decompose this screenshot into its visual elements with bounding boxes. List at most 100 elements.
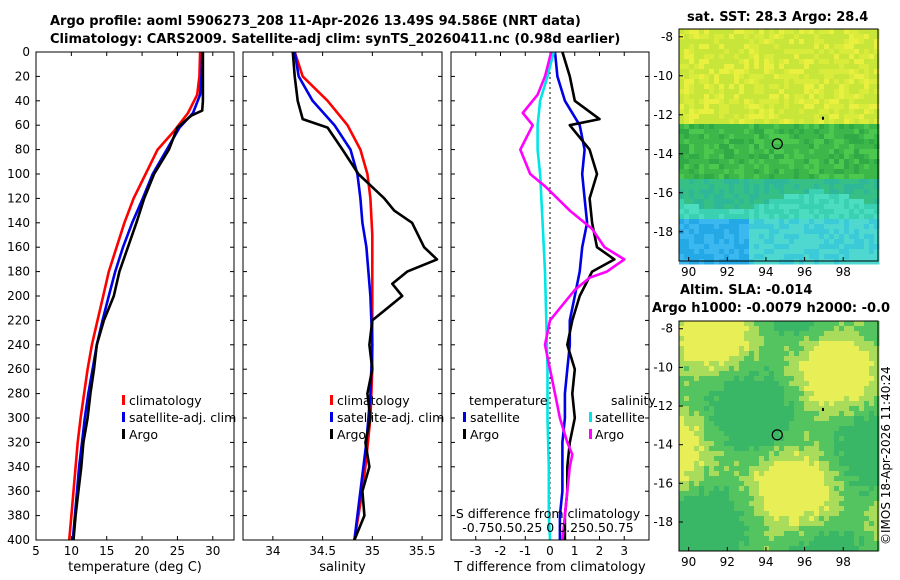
sst-map-cell [789,239,795,245]
sla-map-cell [824,386,830,392]
sst-map-cell [714,94,720,100]
sst-map-cell [734,199,740,205]
sla-map-cell [804,441,810,447]
sst-map-cell [729,219,735,225]
sla-map-cell [789,326,795,332]
sla-map-cell [809,436,815,442]
sla-map-cell [744,526,750,532]
sst-map-cell [849,109,855,115]
sst-map-cell [844,259,850,265]
sst-map-cell [769,84,775,90]
sst-map-cell [764,214,770,220]
sst-map-cell [839,74,845,80]
sla-map-cell [824,426,830,432]
sla-map-cell [804,416,810,422]
sst-map-cell [774,39,780,45]
sla-map-cell [719,396,725,402]
sst-map-cell [849,149,855,155]
sla-map-cell [789,501,795,507]
sla-map-cell [779,456,785,462]
sst-map-cell [814,234,820,240]
sst-map-cell [689,84,695,90]
sla-map-cell [779,491,785,497]
sla-map-cell [849,496,855,502]
sla-map-cell [689,521,695,527]
sla-map-cell [864,336,870,342]
sla-map-cell [744,426,750,432]
sla-map-cell [684,356,690,362]
sst-map-cell [684,144,690,150]
sla-map-cell [764,341,770,347]
sst-map-cell [804,39,810,45]
sla-map-cell [844,501,850,507]
sst-map-cell [754,59,760,65]
sst-map-cell [714,249,720,255]
sla-map-cell [754,536,760,542]
sla-map-cell [859,366,865,372]
sla-map-cell [814,411,820,417]
sst-map-cell [849,59,855,65]
sst-map-cell [729,94,735,100]
sst-map-cell [694,124,700,130]
sst-map-cell [799,209,805,215]
sst-map-cell [804,109,810,115]
sla-map-cell [724,516,730,522]
sla-map-cell [809,506,815,512]
sst-map-cell [754,209,760,215]
sla-map-cell [689,391,695,397]
sst-map-ytick-label: -10 [653,69,673,83]
sla-map-cell [869,411,875,417]
sla-map-cell [729,411,735,417]
sla-map-cell [719,426,725,432]
sla-map-cell [849,521,855,527]
sst-map-cell [769,74,775,80]
sst-map-cell [789,204,795,210]
sst-map-cell [699,29,705,35]
sst-map-cell [689,189,695,195]
sla-map-cell [774,321,780,327]
sla-map-cell [739,366,745,372]
sst-map-cell [689,184,695,190]
sla-map-cell [854,446,860,452]
sst-map-cell [859,259,865,265]
sla-map-cell [854,411,860,417]
sst-map-cell [864,159,870,165]
sla-map-cell [719,341,725,347]
sst-map-cell [759,109,765,115]
sst-map-cell [874,114,880,120]
sst-map-cell [814,209,820,215]
sla-map-cell [814,491,820,497]
sla-map-cell [704,401,710,407]
sst-map-cell [739,154,745,160]
sla-map-cell [734,381,740,387]
sst-map-cell [679,79,685,85]
sst-map-cell [779,214,785,220]
sst-map-cell [714,229,720,235]
sst-map-cell [754,199,760,205]
sst-map-cell [799,249,805,255]
sla-map-cell [754,426,760,432]
sla-map-cell [774,411,780,417]
sla-map-cell [789,426,795,432]
sla-map-cell [739,406,745,412]
sst-map-cell [679,29,685,35]
sla-map-cell [734,516,740,522]
sla-map-cell [684,501,690,507]
sla-map-cell [729,476,735,482]
sst-map-cell [679,219,685,225]
sst-map-cell [814,34,820,40]
sla-map-cell [779,391,785,397]
sla-map-cell [689,446,695,452]
sla-map-cell [804,541,810,547]
sla-map-cell [724,361,730,367]
sla-map-cell [834,521,840,527]
sla-map-cell [754,381,760,387]
sla-map-cell [834,461,840,467]
sla-map-cell [789,531,795,537]
sst-map-cell [784,59,790,65]
sst-map-cell [814,249,820,255]
sst-map-cell [804,74,810,80]
sst-map-cell [744,129,750,135]
sst-map-cell [719,254,725,260]
sst-map-cell [819,149,825,155]
